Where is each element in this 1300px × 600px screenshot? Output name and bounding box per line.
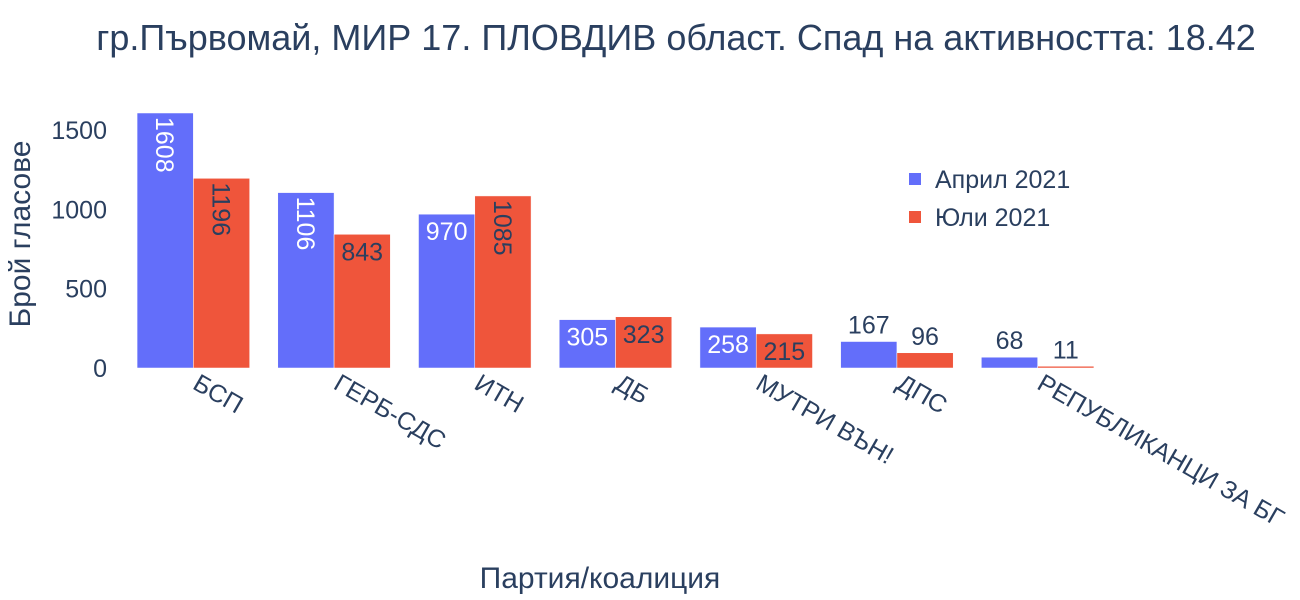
y-tick-label: 1000	[51, 196, 107, 224]
bar[interactable]	[193, 178, 250, 369]
bar-value-label: 68	[996, 327, 1024, 355]
x-tick-label: МУТРИ ВЪН!	[751, 369, 898, 470]
bar[interactable]	[840, 341, 898, 369]
x-tick-label: БСП	[188, 369, 247, 419]
bar[interactable]	[615, 316, 673, 369]
legend[interactable]: Април 2021 Юли 2021	[909, 166, 1070, 232]
bar-value-label: 1608	[150, 117, 178, 173]
y-tick-label: 500	[65, 276, 107, 304]
bar-value-label: 1085	[488, 200, 516, 256]
bar[interactable]	[896, 352, 954, 369]
y-axis-ticks: 0 500 1000 1500	[51, 117, 107, 383]
x-tick-label: ДБ	[611, 369, 654, 410]
y-axis-title: Брой гласове	[4, 141, 37, 328]
x-tick-label: ГЕРБ-СДС	[329, 369, 450, 455]
bar[interactable]	[981, 356, 1038, 369]
bar-value-label: 1196	[207, 182, 235, 236]
legend-swatch	[909, 173, 921, 185]
bar-value-label: 11	[1053, 336, 1079, 364]
bar[interactable]	[418, 213, 476, 369]
bar-value-label: 215	[763, 338, 805, 366]
bar[interactable]	[136, 112, 194, 369]
bar[interactable]	[277, 192, 335, 369]
x-axis-title: Партия/коалиция	[480, 562, 721, 595]
bar[interactable]	[333, 234, 391, 369]
x-tick-label: ДПС	[892, 369, 952, 420]
bar[interactable]	[474, 195, 532, 369]
bar[interactable]	[699, 326, 757, 369]
y-tick-label: 1500	[51, 117, 107, 145]
bar-value-label: 167	[848, 312, 890, 340]
bar-value-label: 258	[707, 331, 749, 359]
legend-label: Юли 2021	[935, 204, 1050, 232]
bar-value-label: 305	[566, 324, 608, 352]
bars-group	[136, 112, 1095, 369]
legend-swatch	[909, 211, 921, 223]
bar[interactable]	[755, 333, 813, 369]
bar-value-label: 843	[341, 238, 383, 266]
bar-value-label: 1106	[291, 197, 319, 251]
bar-labels-group: 1608 1106 970 305 258 167 68 1196 843 1085 323 215 9…	[150, 117, 1079, 366]
x-axis-categories: БСП ГЕРБ-СДС ИТН ДБ МУТРИ ВЪН!ДПС РЕПУБЛИКАНЦ…	[188, 369, 1289, 533]
bar-value-label: 970	[426, 218, 468, 246]
bar-value-label: 323	[623, 321, 665, 349]
chart-title: гр.Първомай, МИР 17. ПЛОВДИВ област. Спа…	[96, 17, 1256, 58]
legend-label: Април 2021	[935, 166, 1070, 194]
bar[interactable]	[1037, 366, 1095, 369]
y-tick-label: 0	[93, 355, 107, 383]
x-tick-label: ИТН	[470, 369, 528, 419]
x-tick-label: РЕПУБЛИКАНЦИ ЗА БГ	[1033, 369, 1289, 533]
bar-value-label: 96	[911, 323, 939, 351]
bar[interactable]	[558, 319, 616, 369]
